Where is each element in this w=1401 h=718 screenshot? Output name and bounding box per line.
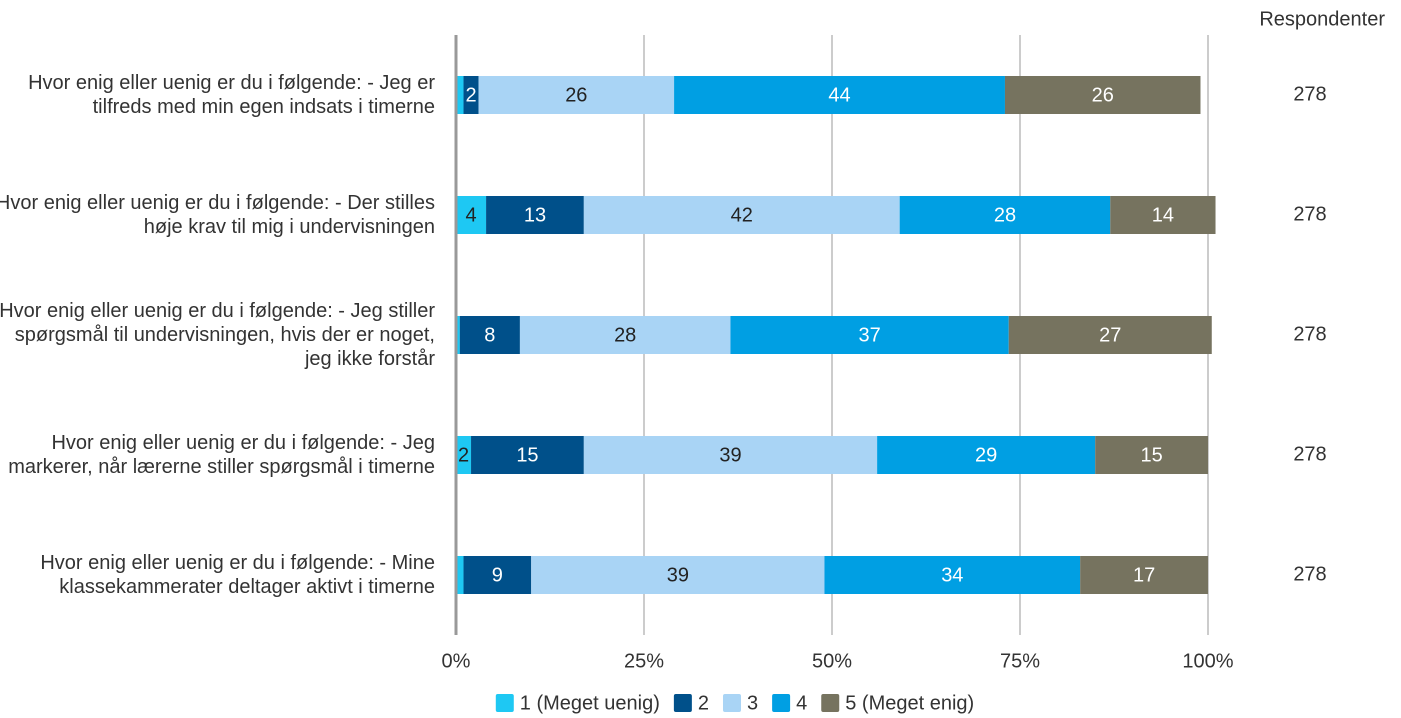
bar-segment xyxy=(456,316,460,354)
bar-segment xyxy=(463,76,479,114)
x-tick-label: 25% xyxy=(624,650,664,672)
legend-label: 4 xyxy=(796,692,807,714)
respondents-value: 278 xyxy=(1293,443,1326,465)
bar-segment xyxy=(471,436,584,474)
bar-segment xyxy=(478,76,675,114)
legend-label: 1 (Meget uenig) xyxy=(520,692,660,714)
bar-segment xyxy=(463,556,532,594)
category-label: Hvor enig eller uenig er du i følgende: … xyxy=(0,192,435,238)
bar-segment xyxy=(456,196,487,234)
legend-swatch xyxy=(772,694,791,712)
bar-segment xyxy=(459,316,520,354)
data-label: 14 xyxy=(1152,204,1174,226)
category-label: Hvor enig eller uenig er du i følgende: … xyxy=(40,552,435,598)
data-label: 15 xyxy=(516,444,538,466)
respondents-value: 278 xyxy=(1293,203,1326,225)
legend-swatch xyxy=(722,694,741,712)
bar-segment xyxy=(824,556,1081,594)
legend-swatch xyxy=(673,694,692,712)
data-label: 9 xyxy=(492,564,503,586)
data-label: 37 xyxy=(858,324,880,346)
bar-segment xyxy=(1004,76,1201,114)
data-label: 17 xyxy=(1133,564,1155,586)
bar-segment xyxy=(1008,316,1212,354)
data-label: 8 xyxy=(484,324,495,346)
bar-segment xyxy=(583,436,878,474)
data-label: 4 xyxy=(465,204,476,226)
bar-segment xyxy=(1080,556,1208,594)
data-label: 29 xyxy=(975,444,997,466)
legend-label: 3 xyxy=(747,692,758,714)
data-label: 28 xyxy=(994,204,1016,226)
respondents-title: Respondenter xyxy=(1259,8,1385,30)
data-label: 26 xyxy=(565,84,587,106)
bar-segment xyxy=(877,436,1096,474)
x-tick-label: 75% xyxy=(1000,650,1040,672)
respondents-value: 278 xyxy=(1293,323,1326,345)
data-label: 39 xyxy=(719,444,741,466)
legend-swatch xyxy=(821,694,840,712)
data-label: 42 xyxy=(731,204,753,226)
bar-segment xyxy=(456,556,464,594)
bar-segment xyxy=(531,556,825,594)
data-label: 27 xyxy=(1099,324,1121,346)
bar-segment xyxy=(730,316,1009,354)
bar-segment xyxy=(456,436,472,474)
bar-segment xyxy=(1095,436,1208,474)
data-label: 39 xyxy=(667,564,689,586)
legend-label: 2 xyxy=(698,692,709,714)
category-label: Hvor enig eller uenig er du i følgende: … xyxy=(8,432,435,478)
x-tick-label: 50% xyxy=(812,650,852,672)
bar-segment xyxy=(1110,196,1216,234)
data-label: 2 xyxy=(465,84,476,106)
bar-segment xyxy=(899,196,1111,234)
bar-segment xyxy=(456,76,464,114)
bar-segment xyxy=(486,196,584,234)
bar-segment xyxy=(519,316,731,354)
x-tick-label: 100% xyxy=(1182,650,1233,672)
category-label: Hvor enig eller uenig er du i følgende: … xyxy=(28,72,435,118)
data-label: 34 xyxy=(941,564,963,586)
legend-label: 5 (Meget enig) xyxy=(845,692,974,714)
x-tick-label: 0% xyxy=(442,650,471,672)
respondents-value: 278 xyxy=(1293,563,1326,585)
data-label: 15 xyxy=(1140,444,1162,466)
category-label: Hvor enig eller uenig er du i følgende: … xyxy=(0,300,435,370)
data-label: 44 xyxy=(828,84,850,106)
legend-swatch xyxy=(495,694,514,712)
bar-segment xyxy=(674,76,1005,114)
bar-segment xyxy=(583,196,900,234)
data-label: 2 xyxy=(458,444,469,466)
respondents-value: 278 xyxy=(1293,83,1326,105)
data-label: 26 xyxy=(1092,84,1114,106)
data-label: 13 xyxy=(524,204,546,226)
data-label: 28 xyxy=(614,324,636,346)
